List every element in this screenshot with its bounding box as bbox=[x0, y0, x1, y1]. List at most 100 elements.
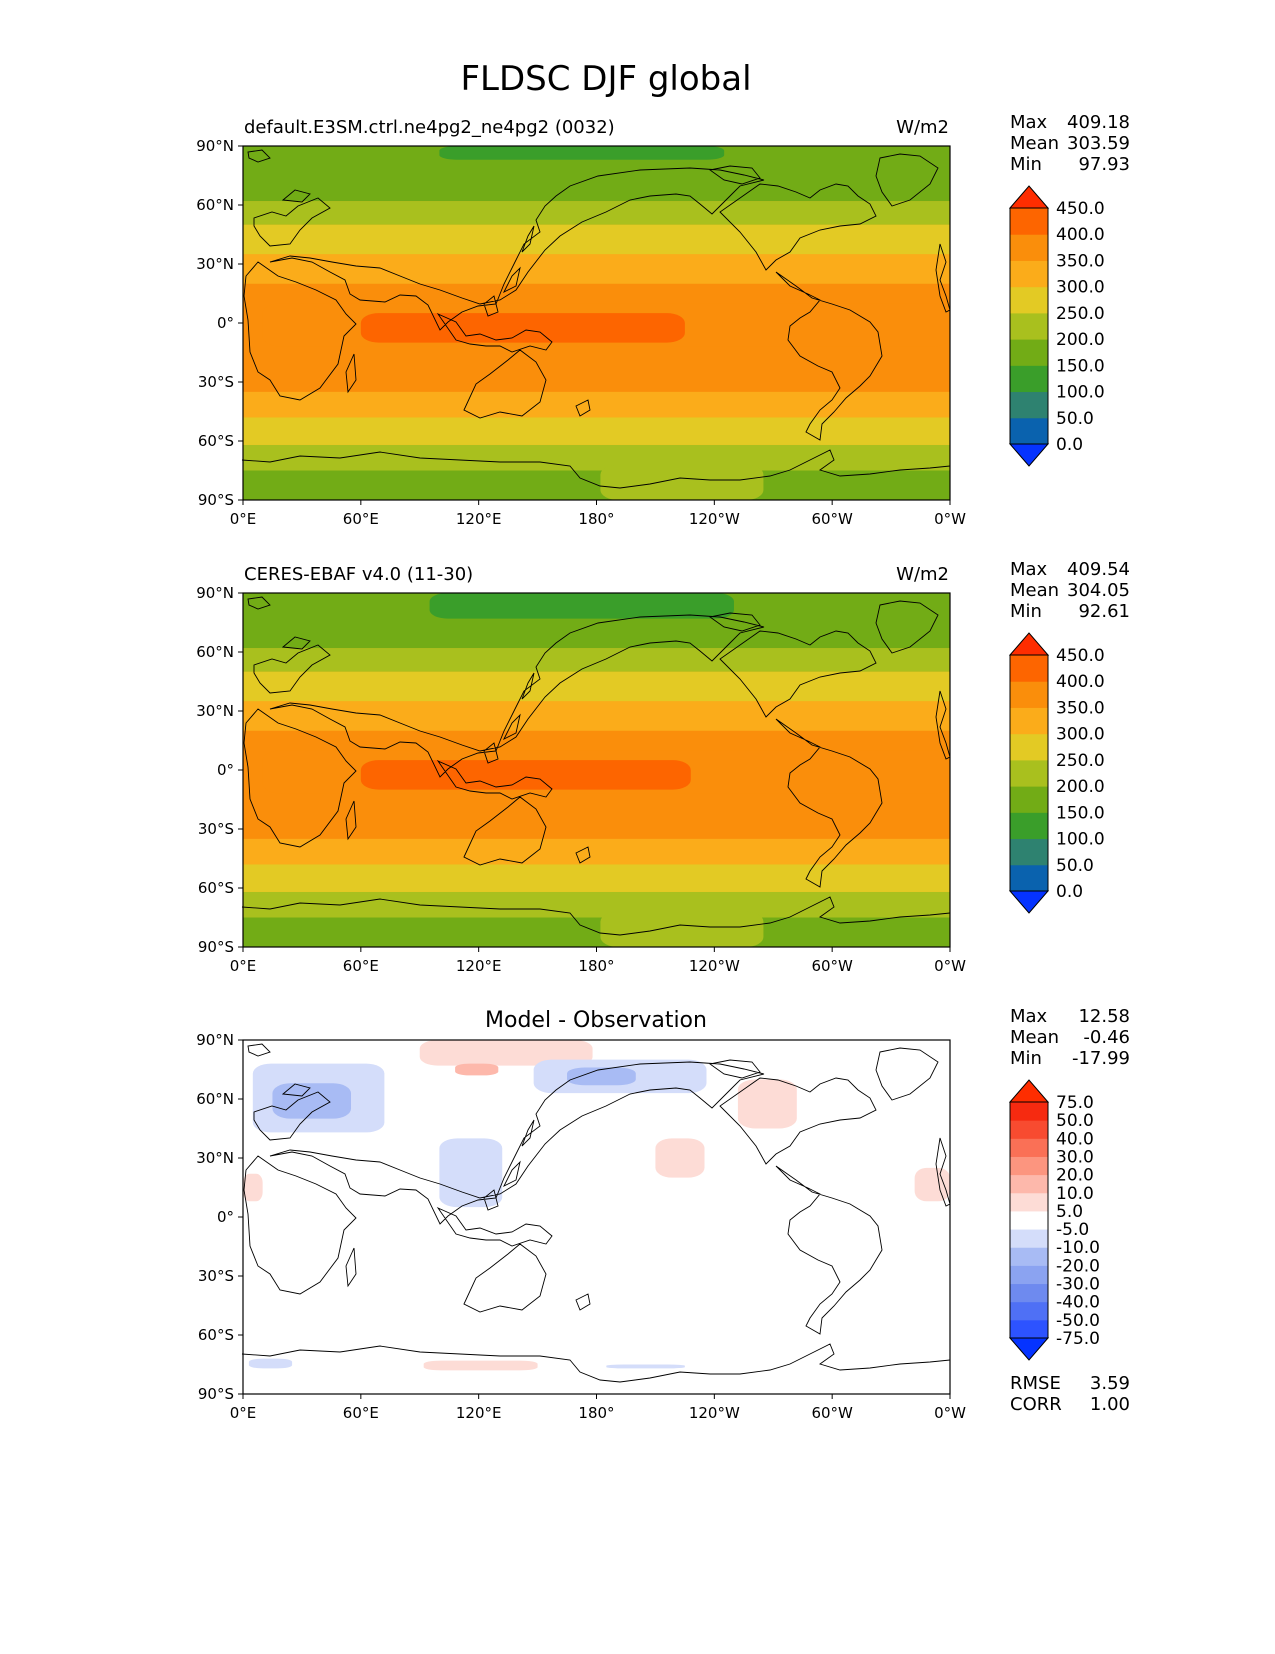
colorbar-tick-label: 20.0 bbox=[1056, 1166, 1094, 1186]
axis-ticks: 90°N 60°N 30°N 0° 30°S 60°S 90°S0°E 60°E 120°E 18… bbox=[196, 1031, 966, 1422]
colorbar-outline bbox=[1009, 207, 1049, 445]
lon-tick-label: 60°W bbox=[811, 957, 853, 975]
stat-mean-value: 303.59 bbox=[1067, 133, 1130, 154]
colorbar-segment-2 bbox=[1010, 1283, 1048, 1303]
colorbar-tick-label: 100.0 bbox=[1056, 830, 1105, 850]
colorbar-tick-label: 300.0 bbox=[1056, 278, 1105, 298]
colorbar-tick-label: -10.0 bbox=[1056, 1238, 1100, 1258]
field-patch-11 bbox=[423, 1360, 538, 1371]
colorbar-segment-5 bbox=[1010, 1229, 1048, 1248]
colorbar-extend-max bbox=[1008, 632, 1050, 656]
colorbar-tick-label: 400.0 bbox=[1056, 672, 1105, 692]
colorbar-tick-label: -20.0 bbox=[1056, 1256, 1100, 1276]
lat-tick-label: 90°N bbox=[196, 137, 234, 155]
lon-tick-label: 0°W bbox=[934, 510, 966, 528]
colorbar-tick-label: 250.0 bbox=[1056, 751, 1105, 771]
colorbar-segment-4 bbox=[1010, 1247, 1048, 1266]
colorbar-tick-label: 200.0 bbox=[1056, 777, 1105, 797]
lat-tick-label: 60°N bbox=[196, 643, 234, 661]
stat-mean-label: Mean bbox=[1010, 133, 1059, 154]
corr-label: CORR bbox=[1010, 1394, 1062, 1415]
lat-tick-label: 30°S bbox=[198, 1267, 234, 1285]
stat-min-value: 97.93 bbox=[1078, 154, 1130, 175]
field-band-0 bbox=[243, 917, 950, 947]
colorbar-tick-label: 50.0 bbox=[1056, 409, 1094, 429]
lon-tick-label: 120°W bbox=[689, 957, 740, 975]
colorbar-segment-4 bbox=[1010, 759, 1048, 787]
lon-tick-label: 120°E bbox=[456, 1404, 502, 1422]
colorbar-tick-label: 30.0 bbox=[1056, 1147, 1094, 1167]
colorbar-tick-label: 350.0 bbox=[1056, 698, 1105, 718]
field-patch-5 bbox=[455, 1063, 499, 1076]
lon-tick-label: 180° bbox=[578, 510, 614, 528]
colorbar-extend-min bbox=[1008, 443, 1050, 467]
colorbar-segment-7 bbox=[1010, 1192, 1048, 1212]
colorbar-segment-5 bbox=[1010, 286, 1048, 314]
colorbar-tick-label: 0.0 bbox=[1056, 882, 1083, 902]
lon-tick-label: 0°W bbox=[934, 1404, 966, 1422]
colorbar-tick-label: 0.0 bbox=[1056, 435, 1083, 455]
lon-tick-label: 180° bbox=[578, 957, 614, 975]
stats-block: Max 409.54 Mean 304.05 Min 92.61 bbox=[1010, 559, 1130, 622]
map-field bbox=[243, 593, 950, 947]
colorbar-segment-6 bbox=[1010, 1210, 1048, 1230]
stat-min-value: -17.99 bbox=[1072, 1048, 1130, 1069]
lat-tick-label: 90°S bbox=[198, 938, 234, 956]
colorbar-segment-1 bbox=[1010, 838, 1048, 866]
colorbar: 0.0 50.0 100.0 150.0 200.0 250.0 300.0 350.0 400… bbox=[1008, 632, 1105, 914]
panel-units: W/m2 bbox=[896, 117, 949, 138]
corr-value: 1.00 bbox=[1090, 1394, 1130, 1415]
field-band-7 bbox=[243, 201, 950, 225]
field-patch-13 bbox=[606, 1364, 685, 1369]
field-band-1 bbox=[243, 444, 950, 471]
lat-tick-label: 0° bbox=[217, 314, 234, 332]
panel-title-center: Model - Observation bbox=[485, 1008, 707, 1033]
stat-max-label: Max bbox=[1010, 559, 1048, 580]
field-patch-3 bbox=[600, 911, 764, 947]
stat-min-label: Min bbox=[1010, 154, 1042, 175]
colorbar-tick-label: 150.0 bbox=[1056, 803, 1105, 823]
colorbar-tick-label: 350.0 bbox=[1056, 251, 1105, 271]
colorbar-tick-label: 100.0 bbox=[1056, 383, 1105, 403]
lon-tick-label: 120°W bbox=[689, 1404, 740, 1422]
lon-tick-label: 60°E bbox=[343, 510, 379, 528]
field-band-3 bbox=[243, 391, 950, 418]
field-band-7 bbox=[243, 648, 950, 672]
field-patch-8 bbox=[655, 1138, 705, 1178]
panel-model: default.E3SM.ctrl.ne4pg2_ne4pg2 (0032) W… bbox=[196, 112, 1130, 528]
field-band-2 bbox=[243, 417, 950, 445]
colorbar-tick-label: 250.0 bbox=[1056, 304, 1105, 324]
lon-tick-label: 0°W bbox=[934, 957, 966, 975]
stat-max-value: 12.58 bbox=[1078, 1006, 1130, 1027]
lon-tick-label: 60°E bbox=[343, 957, 379, 975]
field-patch-6 bbox=[439, 1138, 503, 1208]
colorbar-segment-11 bbox=[1010, 1120, 1048, 1139]
colorbar-tick-label: 40.0 bbox=[1056, 1129, 1094, 1149]
colorbar-segment-3 bbox=[1010, 339, 1048, 366]
lon-tick-label: 120°E bbox=[456, 957, 502, 975]
colorbar-segment-8 bbox=[1010, 208, 1048, 235]
map-field bbox=[243, 146, 950, 500]
colorbar-segment-4 bbox=[1010, 312, 1048, 340]
stats-block: Max 12.58 Mean -0.46 Min -17.99 bbox=[1010, 1006, 1130, 1069]
field-patch-10 bbox=[243, 1173, 263, 1202]
colorbar-tick-label: -40.0 bbox=[1056, 1293, 1100, 1313]
panel-difference: Model - Observation 90°N 60°N 30°N 0° 30°S 60… bbox=[196, 1006, 1130, 1422]
colorbar-tick-label: 200.0 bbox=[1056, 330, 1105, 350]
stat-max-value: 409.18 bbox=[1067, 112, 1130, 133]
lon-tick-label: 120°E bbox=[456, 510, 502, 528]
colorbar-segment-7 bbox=[1010, 681, 1048, 708]
colorbar-extend-min bbox=[1008, 890, 1050, 914]
field-band-6 bbox=[243, 224, 950, 255]
field-patch-0 bbox=[439, 146, 725, 160]
field-band-0 bbox=[243, 470, 950, 500]
map-field bbox=[243, 1040, 950, 1394]
colorbar-segment-0 bbox=[1010, 1319, 1048, 1339]
lat-tick-label: 90°N bbox=[196, 584, 234, 602]
panel-observation: CERES-EBAF v4.0 (11-30) W/m2 90°N 60°N 30°… bbox=[196, 559, 1130, 975]
colorbar-tick-label: -5.0 bbox=[1056, 1220, 1089, 1240]
colorbar-segment-5 bbox=[1010, 733, 1048, 761]
stat-mean-label: Mean bbox=[1010, 1027, 1059, 1048]
field-patch-2 bbox=[360, 760, 691, 790]
colorbar-outline bbox=[1009, 654, 1049, 892]
